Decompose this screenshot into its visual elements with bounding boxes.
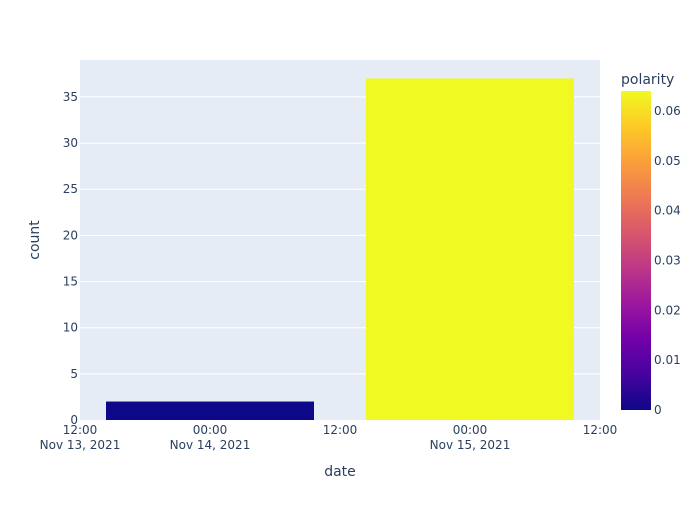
colorbar-tick-label: 0.04 (654, 204, 681, 218)
colorbar-tick-labels: 0 0.01 0.02 0.03 0.04 0.05 0.06 (654, 104, 681, 417)
colorbar-tick-label: 0.03 (654, 253, 681, 267)
colorbar-tick-label: 0.02 (654, 303, 681, 317)
x-tick-date: Nov 15, 2021 (430, 438, 511, 452)
x-tick-time: 12:00 (583, 423, 618, 437)
bars (106, 78, 574, 420)
y-tick-label: 0 (70, 413, 78, 427)
x-tick-date: Nov 13, 2021 (40, 438, 121, 452)
colorbar (621, 91, 651, 410)
x-tick-date: Nov 14, 2021 (170, 438, 251, 452)
y-tick-label: 5 (70, 367, 78, 381)
y-axis-title: count (27, 220, 43, 260)
y-tick-label: 25 (63, 182, 78, 196)
x-tick-time: 12:00 (323, 423, 358, 437)
y-tick-label: 30 (63, 136, 78, 150)
y-tick-label: 35 (63, 90, 78, 104)
y-tick-label: 10 (63, 321, 78, 335)
bar (366, 78, 574, 420)
colorbar-tick-label: 0.01 (654, 353, 681, 367)
bar (106, 401, 314, 420)
y-tick-label: 15 (63, 275, 78, 289)
colorbar-tick-label: 0.05 (654, 154, 681, 168)
x-tick-time: 12:00 (63, 423, 98, 437)
colorbar-tick-label: 0 (654, 403, 662, 417)
x-axis-title: date (324, 464, 356, 480)
y-tick-labels: 0 5 10 15 20 25 30 35 (63, 90, 78, 427)
colorbar-title: polarity (621, 72, 674, 88)
y-tick-label: 20 (63, 228, 78, 242)
x-tick-time: 00:00 (453, 423, 488, 437)
x-tick-time: 00:00 (193, 423, 228, 437)
colorbar-tick-label: 0.06 (654, 104, 681, 118)
